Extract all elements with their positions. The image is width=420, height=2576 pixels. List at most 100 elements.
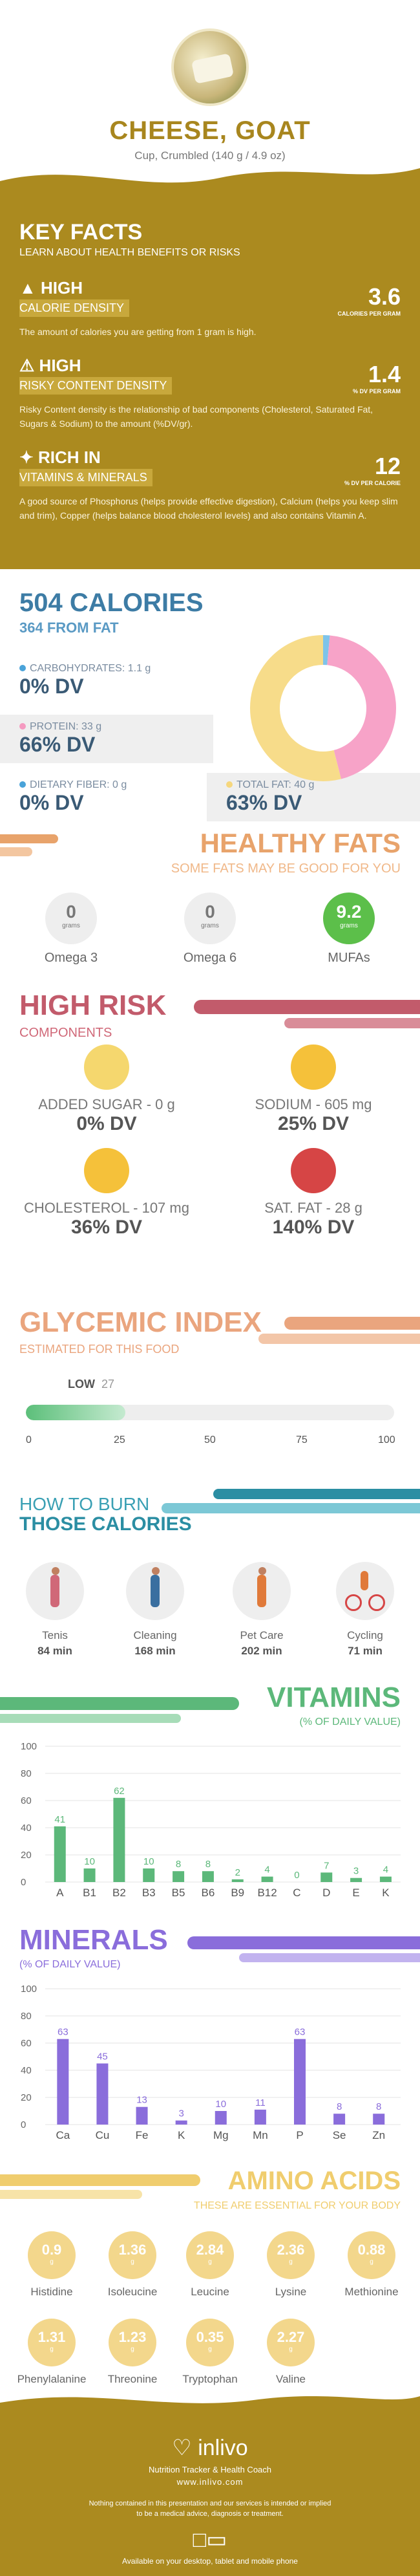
category-label: D [322, 1887, 330, 1899]
fact-value: 1.4 [368, 361, 401, 387]
fact-description: A good source of Phosphorus (helps provi… [19, 496, 398, 521]
bar-Se [333, 2114, 346, 2125]
category-label: E [352, 1887, 359, 1899]
fact-description: Risky Content density is the relationshi… [19, 404, 373, 429]
y-tick-label: 0 [21, 2119, 26, 2130]
y-tick-label: 100 [21, 1984, 37, 1995]
bar-value-label: 11 [255, 2097, 266, 2108]
glycemic-tick: 25 [114, 1434, 125, 1445]
bar-K [175, 2120, 187, 2125]
burn-title-1: HOW TO BURN [19, 1494, 150, 1514]
risk-dv: 0% DV [76, 1113, 137, 1134]
healthy-fats-subtitle: SOME FATS MAY BE GOOD FOR YOU [171, 861, 401, 876]
activity-minutes: 71 min [348, 1645, 383, 1657]
bar-B3 [143, 1868, 155, 1882]
amino-acid-unit: g [208, 2258, 212, 2266]
cycling-icon [336, 1562, 394, 1620]
fat-value: 0 [66, 902, 76, 922]
header-wave [0, 168, 420, 194]
risk-cholesterol: CHOLESTEROL - 107 mg 36% DV [10, 1148, 204, 1239]
decor-stripes [0, 2174, 200, 2199]
amino-acid-value: 1.36 [118, 2242, 147, 2258]
amino-acid-value: 1.31 [37, 2329, 66, 2345]
brand-url[interactable]: www.inlivo.com [176, 2477, 244, 2487]
legend-dot [19, 723, 26, 730]
macro-fiber: DIETARY FIBER: 0 g 0% DV [0, 773, 213, 821]
fat-name: Omega 3 [44, 951, 98, 965]
y-tick-label: 40 [21, 2065, 32, 2076]
flame-icon: ▲ [19, 278, 36, 298]
food-title: CHEESE, GOAT [109, 116, 311, 145]
amino-acid-circle: 0.35 g [186, 2319, 234, 2366]
glycemic-bar-fill [26, 1405, 125, 1420]
glycemic-tick: 0 [26, 1434, 32, 1445]
calories-section: 504 CALORIES 364 FROM FAT CARBOHYDRATES:… [0, 569, 420, 847]
bar-Zn [373, 2114, 385, 2125]
minerals-bar-chart: 0 20 40 60 80 100 63 Ca 45 Cu 13 Fe 3 K 10 Mg 11 Mn 63 P 8 Se… [21, 1984, 401, 2141]
fact-value: 3.6 [368, 283, 401, 310]
amino-acids-title: AMINO ACIDS [227, 2167, 401, 2195]
bar-value-label: 8 [337, 2101, 342, 2112]
bar-value-label: 8 [205, 1859, 211, 1870]
fat-value: 9.2 [336, 902, 362, 922]
warning-icon: ⚠ [19, 356, 35, 375]
fact-vitamins-minerals: ✦ RICH IN VITAMINS & MINERALS 12 % DV PE… [19, 448, 401, 523]
decor-stripes [187, 1936, 420, 1962]
amino-acid-circle: 1.31 g [28, 2319, 76, 2366]
macro-dv: 0% DV [19, 675, 84, 698]
donut-slice-protein [326, 635, 396, 779]
bar-value-label: 63 [58, 2027, 68, 2038]
bar-B9 [231, 1879, 244, 1882]
activity-minutes: 202 min [241, 1645, 282, 1657]
high-risk-title: HIGH RISK [19, 990, 167, 1021]
category-label: P [296, 2129, 303, 2141]
glycemic-title: GLYCEMIC INDEX [19, 1306, 262, 1338]
y-tick-label: 20 [21, 1850, 32, 1861]
bar-B5 [173, 1871, 185, 1882]
macro-carbohydrates: CARBOHYDRATES: 1.1 g 0% DV [0, 656, 213, 705]
glycemic-tick: 50 [204, 1434, 216, 1445]
pet-care-icon [233, 1562, 291, 1620]
vitamins-subtitle: (% OF DAILY VALUE) [299, 1716, 401, 1727]
serving-size: Cup, Crumbled (140 g / 4.9 oz) [134, 149, 286, 162]
risk-label: ADDED SUGAR - 0 g [38, 1096, 175, 1112]
amino-acid-name: Threonine [107, 2373, 158, 2385]
activity-name: Tenis [42, 1629, 68, 1641]
macro-label: CARBOHYDRATES: 1.1 g [30, 663, 151, 674]
brand-tagline: Nutrition Tracker & Health Coach [148, 2465, 272, 2474]
donut-slice-fat [250, 635, 341, 781]
amino-acid-name: Tryptophan [182, 2373, 238, 2385]
y-tick-label: 60 [21, 2038, 32, 2049]
decor-stripes [194, 1000, 420, 1028]
fat-name: MUFAs [328, 951, 370, 965]
amino-acid-circle: 2.36 g [267, 2231, 315, 2279]
macro-dv: 63% DV [226, 791, 302, 814]
minerals-subtitle: (% OF DAILY VALUE) [19, 1959, 121, 1970]
glycemic-subtitle: ESTIMATED FOR THIS FOOD [19, 1343, 180, 1356]
y-tick-label: 0 [21, 1877, 26, 1888]
risk-sodium: SODIUM - 605 mg 25% DV [216, 1044, 410, 1135]
risk-dv: 140% DV [272, 1217, 355, 1238]
legend-dot [19, 781, 26, 788]
fact-level: HIGH [39, 356, 81, 375]
bar-B6 [202, 1871, 214, 1882]
category-label: B12 [257, 1887, 277, 1899]
food-photo [171, 28, 249, 106]
macro-dv: 66% DV [19, 733, 96, 756]
key-facts-subtitle: LEARN ABOUT HEALTH BENEFITS OR RISKS [19, 247, 240, 258]
minerals-section: MINERALS (% OF DAILY VALUE) 0 20 40 60 80 100… [0, 1924, 420, 2157]
fact-unit: CALORIES PER GRAM [337, 310, 401, 317]
fat-name: Omega 6 [183, 951, 237, 965]
activity-pet-care: Pet Care 202 min [220, 1562, 304, 1658]
macro-protein: PROTEIN: 33 g 66% DV [0, 715, 213, 763]
fact-label: VITAMINS & MINERALS [19, 469, 152, 486]
bar-D [320, 1872, 333, 1882]
category-label: Zn [372, 2129, 385, 2141]
key-facts-title: KEY FACTS [19, 220, 143, 244]
amino-acid-unit: g [289, 2346, 293, 2353]
amino-acid-unit: g [50, 2258, 54, 2266]
category-label: B6 [202, 1887, 215, 1899]
bar-Mg [215, 2111, 227, 2125]
legend-dot [19, 665, 26, 671]
calories-from-fat: 364 FROM FAT [19, 620, 119, 636]
